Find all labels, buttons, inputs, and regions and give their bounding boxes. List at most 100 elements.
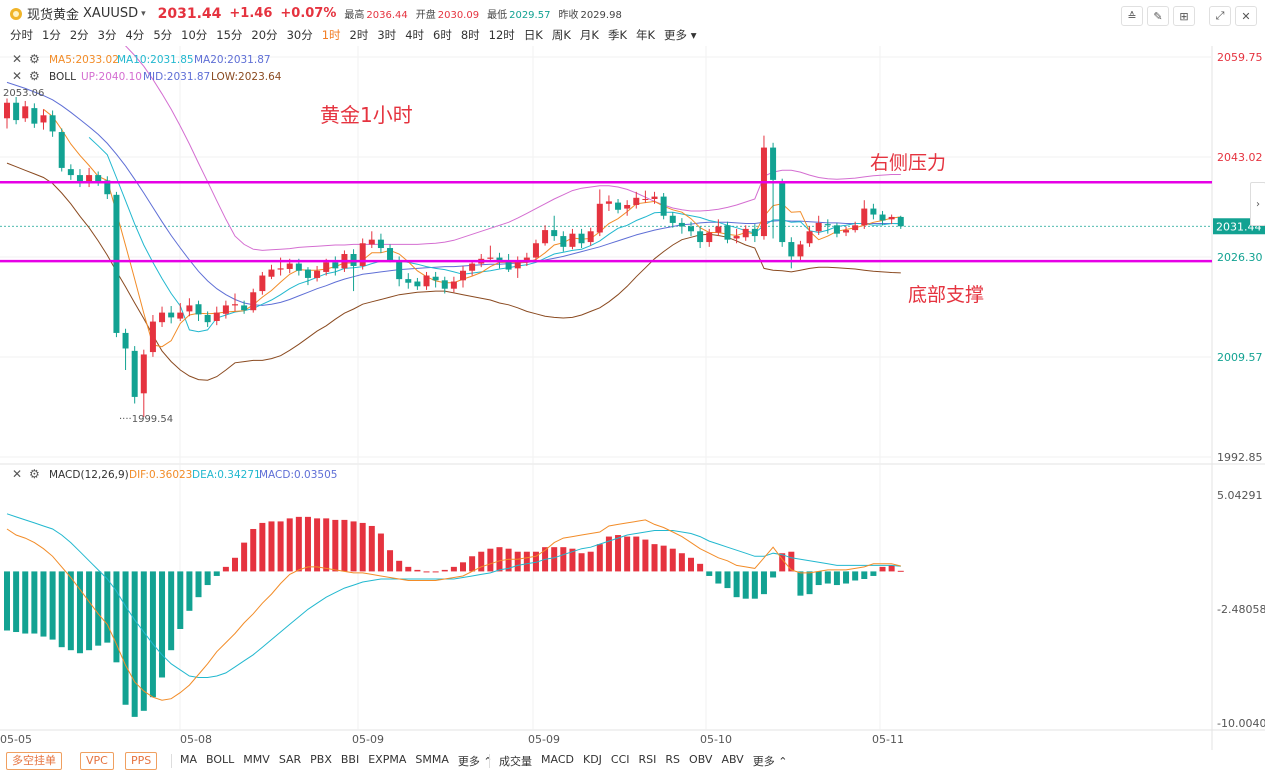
- main-indicator-tabs: MA BOLL MMV SAR PBX BBI EXPMA SMMA 更多 ⌃: [180, 753, 502, 769]
- indicator-tab[interactable]: RSI: [638, 753, 657, 766]
- candle-body: [31, 108, 38, 124]
- indicator-tab[interactable]: SAR: [278, 753, 302, 766]
- indicator-tab[interactable]: BBI: [340, 753, 360, 766]
- period-tab[interactable]: 30分: [286, 28, 313, 42]
- legend-ma10: MA10:2031.85: [117, 54, 194, 66]
- period-tab[interactable]: 2分: [69, 28, 89, 42]
- symbol-name[interactable]: 现货黄金: [27, 8, 80, 23]
- period-tab[interactable]: 12时: [488, 28, 515, 42]
- indicator-tab[interactable]: 成交量: [499, 755, 532, 768]
- macd-bar: [888, 565, 895, 572]
- candle-body: [542, 230, 549, 244]
- indicator-tab[interactable]: ABV: [721, 753, 744, 766]
- macd-bar: [596, 544, 603, 572]
- indicator-tab[interactable]: MACD: [541, 753, 574, 766]
- remove-indicator-icon: ✕: [12, 52, 22, 66]
- macd-bar: [250, 528, 257, 572]
- indicator-tab[interactable]: BOLL: [206, 753, 235, 766]
- period-tab[interactable]: 15分: [216, 28, 243, 42]
- macd-bar: [4, 571, 10, 631]
- candle-body: [806, 231, 813, 244]
- indicator-tab[interactable]: MMV: [243, 753, 270, 766]
- macd-bar: [523, 551, 530, 572]
- period-tab[interactable]: 季K: [607, 28, 627, 42]
- indicator-tab[interactable]: CCI: [610, 753, 630, 766]
- indicator-tab[interactable]: KDJ: [582, 753, 602, 766]
- macd-bar: [314, 518, 321, 572]
- draw-tool-icon[interactable]: ✎: [1147, 6, 1169, 26]
- candle-body: [86, 175, 93, 183]
- indicator-tab[interactable]: OBV: [689, 753, 713, 766]
- stat-low: 最低 2029.57: [487, 10, 551, 21]
- period-tab[interactable]: 5分: [153, 28, 173, 42]
- macd-bar: [286, 518, 293, 572]
- period-tab[interactable]: 4时: [405, 28, 425, 42]
- fullscreen-icon[interactable]: ⤢: [1209, 6, 1231, 26]
- last-price: 2031.44: [157, 5, 222, 22]
- symbol-dropdown-icon[interactable]: ▾: [141, 8, 146, 19]
- indicator-tab[interactable]: SMMA: [415, 753, 449, 766]
- macd-bar: [487, 548, 494, 572]
- macd-bar: [149, 571, 156, 698]
- line-tool-icon[interactable]: ≙: [1121, 6, 1143, 26]
- macd-bar: [861, 571, 868, 579]
- macd-bar: [58, 571, 65, 648]
- period-tab[interactable]: 4分: [125, 28, 145, 42]
- period-tab[interactable]: 分时: [10, 28, 33, 42]
- time-tick-label: 05-08: [180, 733, 212, 746]
- macd-bar: [660, 545, 667, 572]
- period-tab[interactable]: 3分: [97, 28, 117, 42]
- period-tab[interactable]: 周K: [551, 28, 571, 42]
- pps-button[interactable]: PPS: [125, 752, 158, 770]
- macd-bar: [751, 571, 758, 599]
- candle-body: [724, 225, 731, 240]
- macd-bar: [879, 566, 886, 572]
- indicator-tab[interactable]: 更多 ⌃: [457, 755, 493, 768]
- price-tick-label: 1992.85: [1217, 451, 1263, 464]
- candle-body: [195, 304, 202, 315]
- indicator-tab[interactable]: MA: [180, 753, 198, 766]
- period-tab[interactable]: 3时: [377, 28, 397, 42]
- close-icon[interactable]: ✕: [1235, 6, 1257, 26]
- macd-bar: [742, 571, 749, 599]
- candle-body: [587, 231, 594, 243]
- macd-bar: [505, 548, 512, 572]
- indicator-tool-icon[interactable]: ⊞: [1173, 6, 1195, 26]
- indicator-tab[interactable]: 更多 ⌃: [752, 755, 788, 768]
- symbol-code[interactable]: XAUUSD: [83, 6, 139, 21]
- long-short-orders-button[interactable]: 多空挂单: [6, 752, 62, 770]
- candle-body: [888, 216, 895, 220]
- ma20-line: [6, 81, 901, 306]
- candle-body: [204, 314, 211, 323]
- period-tab[interactable]: 20分: [251, 28, 278, 42]
- period-tab[interactable]: 年K: [636, 28, 656, 42]
- indicator-settings-icon: ⚙: [29, 69, 40, 83]
- macd-bar: [377, 533, 384, 572]
- chart-canvas[interactable]: 2059.752043.022026.302009.571992.852031.…: [0, 46, 1265, 750]
- legend-macd-name: MACD(12,26,9): [49, 469, 129, 481]
- vpc-button[interactable]: VPC: [80, 752, 114, 770]
- candle-body: [624, 204, 631, 209]
- period-tab[interactable]: 1时: [321, 28, 341, 42]
- scroll-right-icon[interactable]: ›: [1250, 182, 1265, 226]
- macd-bar: [122, 571, 129, 705]
- period-tab[interactable]: 更多 ▾: [664, 28, 697, 42]
- period-tab[interactable]: 6时: [433, 28, 452, 42]
- period-tab[interactable]: 10分: [181, 28, 208, 42]
- macd-bar: [843, 571, 850, 584]
- period-tab[interactable]: 8时: [460, 28, 480, 42]
- quote-title-row: 现货黄金 XAUUSD ▾ 2031.44 +1.46 +0.07% 最高 203…: [10, 4, 622, 23]
- candle-body: [678, 222, 685, 227]
- period-tab[interactable]: 月K: [579, 28, 599, 42]
- candle-body: [304, 269, 311, 278]
- macd-bar: [140, 571, 147, 711]
- indicator-tab[interactable]: EXPMA: [368, 753, 407, 766]
- indicator-tab[interactable]: PBX: [310, 753, 332, 766]
- indicator-tab[interactable]: RS: [665, 753, 681, 766]
- macd-bar: [833, 571, 840, 586]
- period-tab[interactable]: 2时: [349, 28, 369, 42]
- period-tab[interactable]: 1分: [42, 28, 61, 42]
- candle-body: [852, 225, 859, 231]
- period-tab[interactable]: 日K: [523, 28, 543, 42]
- candle-body: [514, 262, 521, 269]
